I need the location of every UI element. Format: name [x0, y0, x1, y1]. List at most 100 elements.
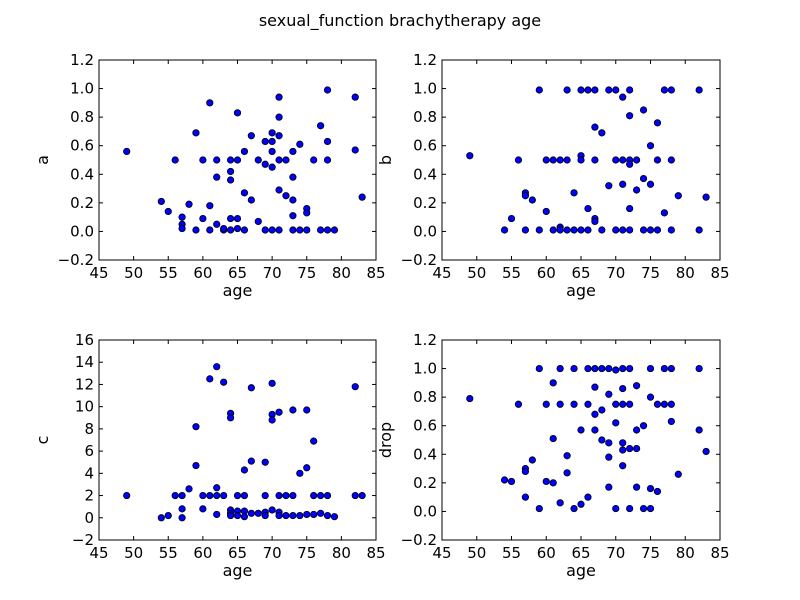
x-tick-label: 65	[228, 544, 247, 562]
data-point	[157, 514, 165, 522]
data-point	[591, 383, 599, 391]
x-tick-label: 80	[676, 264, 695, 282]
y-tick-label: 0.6	[413, 137, 437, 155]
data-point	[123, 147, 131, 156]
data-point	[556, 499, 564, 507]
data-point	[178, 213, 186, 221]
data-point	[275, 408, 283, 416]
data-point	[323, 86, 332, 94]
data-point	[514, 400, 523, 408]
data-point	[514, 156, 523, 164]
data-point	[275, 156, 283, 164]
subplot-2: 45 50 55 60 65 70 75 80 85 −0.2 0.0 0.2 0.4 0.6 0.8 1.0…	[376, 51, 730, 300]
data-point	[316, 509, 325, 517]
data-point	[358, 491, 366, 500]
y-tick-label: 0.6	[413, 417, 437, 435]
data-point	[521, 493, 530, 501]
x-axis-label: age	[223, 561, 253, 580]
data-point	[233, 109, 242, 117]
y-axis-label: a	[33, 155, 52, 165]
x-tick-label: 45	[89, 544, 108, 562]
data-point	[507, 214, 516, 223]
data-point	[282, 511, 290, 520]
x-tick-label: 70	[263, 264, 282, 282]
data-point	[660, 86, 669, 94]
data-point	[542, 477, 550, 486]
y-tick-label: 4	[84, 464, 94, 482]
data-point	[535, 504, 543, 513]
y-tick-label: 1.0	[70, 80, 94, 98]
data-point	[296, 469, 304, 477]
data-point	[220, 378, 228, 386]
scatter-points	[123, 363, 366, 522]
x-tick-label: 70	[606, 544, 625, 562]
data-point	[192, 423, 200, 431]
data-point	[220, 491, 228, 500]
data-point	[261, 491, 269, 500]
data-point	[289, 147, 297, 156]
data-point	[660, 209, 669, 217]
data-point	[226, 511, 235, 520]
y-tick-label: 10	[75, 398, 94, 416]
x-tick-label: 85	[710, 264, 729, 282]
data-point	[674, 470, 682, 478]
y-tick-label: 0.8	[413, 108, 437, 126]
data-point	[563, 226, 571, 234]
x-tick-label: 70	[263, 544, 282, 562]
data-point	[646, 504, 655, 513]
data-point	[584, 364, 592, 373]
data-point	[123, 491, 131, 500]
data-point	[639, 422, 648, 430]
x-tick-label: 45	[432, 264, 451, 282]
x-tick-label: 60	[193, 544, 212, 562]
data-point	[289, 491, 297, 500]
data-point	[233, 156, 242, 164]
data-point	[240, 226, 249, 234]
data-point	[619, 439, 627, 447]
data-point	[192, 461, 200, 470]
data-point	[626, 364, 634, 373]
data-point	[261, 511, 269, 520]
data-point	[667, 417, 675, 426]
data-point	[240, 466, 249, 474]
data-point	[702, 447, 710, 456]
x-tick-label: 60	[193, 264, 212, 282]
data-point	[316, 491, 325, 500]
data-point	[626, 400, 634, 408]
y-tick-label: 6	[84, 442, 94, 460]
data-point	[233, 214, 242, 223]
data-point	[226, 414, 235, 422]
data-point	[632, 444, 641, 453]
y-tick-label: 2	[84, 487, 94, 505]
data-point	[213, 173, 221, 181]
data-point	[619, 446, 627, 454]
data-point	[570, 364, 578, 373]
data-point	[612, 366, 620, 374]
x-tick-label: 65	[228, 264, 247, 282]
data-point	[303, 464, 311, 472]
data-point	[500, 476, 509, 484]
data-point	[178, 224, 186, 233]
data-point	[466, 152, 474, 160]
data-point	[591, 426, 599, 434]
data-point	[584, 493, 592, 501]
x-tick-label: 45	[89, 264, 108, 282]
data-point	[289, 226, 297, 234]
data-point	[521, 467, 530, 476]
data-point	[577, 86, 585, 94]
data-point	[605, 86, 613, 94]
data-point	[521, 226, 530, 234]
data-point	[316, 226, 325, 234]
data-point	[178, 514, 186, 522]
data-point	[695, 426, 703, 434]
data-point	[323, 511, 332, 520]
data-point	[591, 86, 599, 94]
data-point	[619, 364, 627, 373]
data-point	[254, 156, 262, 164]
data-point	[303, 209, 311, 217]
y-tick-label: 0	[84, 509, 94, 527]
data-point	[556, 364, 564, 373]
data-point	[632, 483, 641, 491]
data-point	[619, 384, 627, 393]
y-tick-label: 0.4	[413, 445, 437, 463]
